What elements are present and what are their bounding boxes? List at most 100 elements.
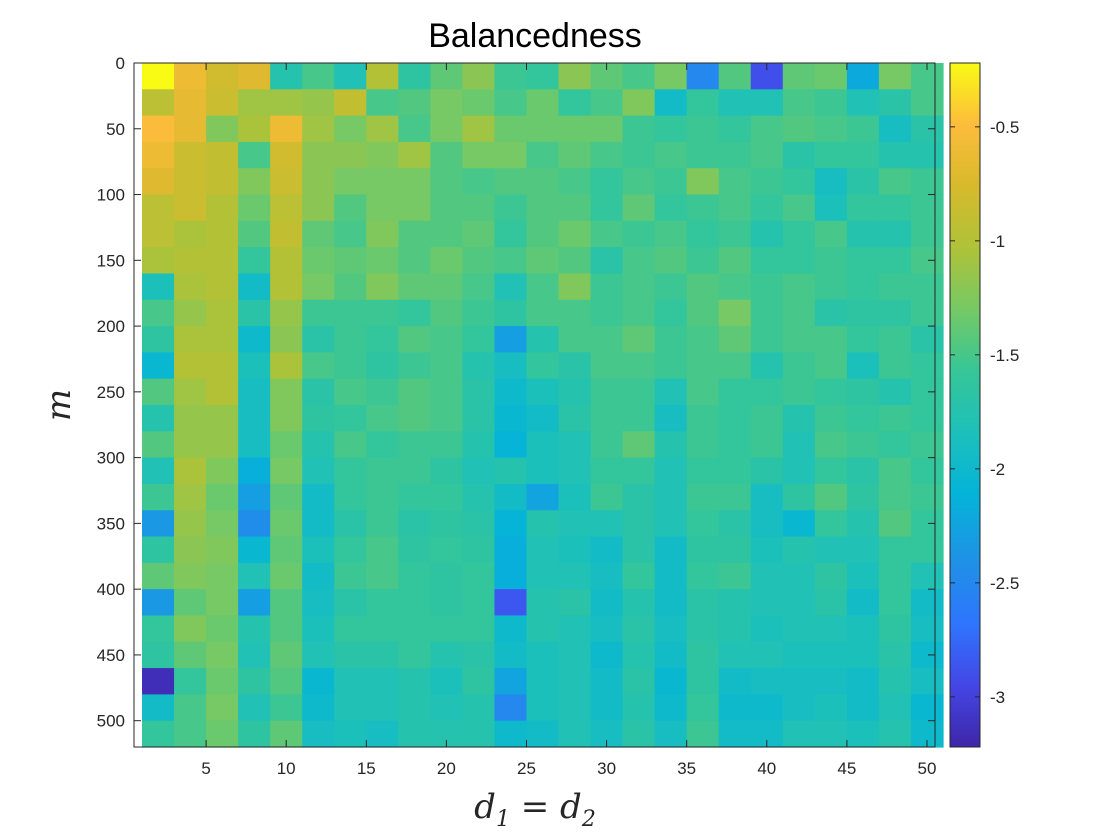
- heatmap-cell: [782, 89, 816, 117]
- heatmap-cell: [558, 326, 592, 353]
- y-tick-label: 450: [97, 646, 125, 665]
- heatmap-cell: [206, 562, 239, 590]
- heatmap-cell: [686, 431, 720, 459]
- heatmap-cell: [142, 273, 175, 301]
- heatmap-cell: [686, 510, 720, 538]
- heatmap-cell: [366, 615, 399, 643]
- heatmap-cell: [686, 89, 720, 117]
- heatmap-cell: [526, 510, 560, 538]
- heatmap-cell: [430, 562, 464, 590]
- heatmap-cell: [494, 589, 528, 617]
- heatmap-cell: [206, 378, 239, 406]
- heatmap-cell: [878, 352, 912, 380]
- heatmap-cell: [238, 194, 271, 222]
- heatmap-cell: [334, 220, 367, 248]
- heatmap-cell: [622, 457, 656, 485]
- heatmap-cell: [494, 457, 528, 485]
- heatmap-cell: [558, 405, 592, 432]
- heatmap-cell: [654, 405, 688, 432]
- heatmap-cell: [846, 352, 880, 380]
- heatmap-cell: [462, 431, 496, 459]
- heatmap-cell: [910, 141, 944, 169]
- heatmap-cell: [430, 536, 464, 564]
- heatmap-cell: [750, 168, 784, 196]
- y-tick-label: 200: [97, 317, 125, 336]
- heatmap-cell: [526, 431, 560, 459]
- heatmap-cell: [622, 694, 656, 722]
- heatmap-cell: [526, 694, 560, 722]
- heatmap-cell: [750, 405, 784, 432]
- heatmap-cell: [654, 589, 688, 617]
- heatmap-cell: [334, 589, 367, 617]
- heatmap-cell: [334, 326, 367, 353]
- heatmap-cell: [462, 220, 496, 248]
- heatmap-cell: [238, 720, 271, 748]
- heatmap-cell: [206, 141, 239, 169]
- heatmap-cell: [462, 89, 496, 117]
- heatmap-cell: [238, 352, 271, 380]
- heatmap-cell: [398, 247, 431, 275]
- heatmap-cell: [558, 483, 592, 511]
- heatmap-cell: [846, 220, 880, 248]
- heatmap-cell: [782, 63, 816, 90]
- heatmap-cell: [494, 431, 528, 459]
- heatmap-cell: [686, 641, 720, 669]
- heatmap-cell: [558, 457, 592, 485]
- heatmap-cell: [910, 115, 944, 143]
- heatmap-cell: [174, 299, 207, 327]
- heatmap-cell: [238, 89, 271, 117]
- heatmap-cell: [206, 431, 239, 459]
- heatmap-cell: [302, 168, 335, 196]
- heatmap-cell: [878, 694, 912, 722]
- heatmap-cell: [334, 483, 367, 511]
- heatmap-cell: [846, 615, 880, 643]
- heatmap-cell: [590, 510, 624, 538]
- heatmap-cell: [174, 194, 207, 222]
- heatmap-cell: [718, 668, 752, 695]
- x-tick-label: 40: [757, 759, 776, 778]
- heatmap-cell: [302, 483, 335, 511]
- heatmap-cell: [430, 220, 464, 248]
- heatmap-cell: [270, 247, 303, 275]
- heatmap-cell: [334, 615, 367, 643]
- heatmap-cell: [238, 589, 271, 617]
- heatmap-cell: [814, 326, 848, 353]
- y-tick-label: 150: [97, 251, 125, 270]
- heatmap-cell: [750, 668, 784, 695]
- heatmap-cell: [366, 115, 399, 143]
- heatmap-cell: [590, 352, 624, 380]
- heatmap-cell: [910, 431, 944, 459]
- heatmap-cell: [558, 720, 592, 748]
- heatmap-cell: [238, 641, 271, 669]
- heatmap-cell: [590, 141, 624, 169]
- heatmap-cell: [590, 273, 624, 301]
- heatmap-cell: [494, 89, 528, 117]
- heatmap-cell: [398, 141, 431, 169]
- heatmap-cell: [142, 457, 175, 485]
- heatmap-cell: [622, 168, 656, 196]
- heatmap-cell: [462, 589, 496, 617]
- heatmap-cell: [718, 273, 752, 301]
- x-tick-label: 35: [677, 759, 696, 778]
- heatmap-cell: [270, 115, 303, 143]
- heatmap-cell: [910, 247, 944, 275]
- heatmap-cell: [334, 720, 367, 748]
- heatmap-cell: [686, 299, 720, 327]
- heatmap-cell: [302, 63, 335, 90]
- colorbar-tick-label: -0.5: [990, 118, 1019, 137]
- heatmap-cell: [142, 536, 175, 564]
- heatmap-cell: [558, 63, 592, 90]
- heatmap-cell: [494, 141, 528, 169]
- heatmap-cell: [718, 589, 752, 617]
- heatmap-cell: [590, 483, 624, 511]
- heatmap-cell: [686, 168, 720, 196]
- heatmap-cell: [718, 378, 752, 406]
- heatmap-cell: [366, 720, 399, 748]
- heatmap-cell: [750, 194, 784, 222]
- heatmap-cell: [398, 352, 431, 380]
- heatmap-cell: [398, 720, 431, 748]
- heatmap-cell: [270, 457, 303, 485]
- heatmap-cell: [142, 589, 175, 617]
- heatmap-cell: [526, 378, 560, 406]
- heatmap-cell: [750, 510, 784, 538]
